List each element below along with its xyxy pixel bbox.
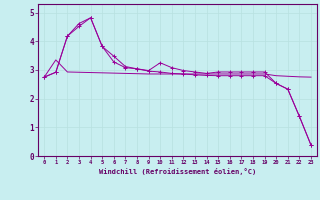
X-axis label: Windchill (Refroidissement éolien,°C): Windchill (Refroidissement éolien,°C) (99, 168, 256, 175)
